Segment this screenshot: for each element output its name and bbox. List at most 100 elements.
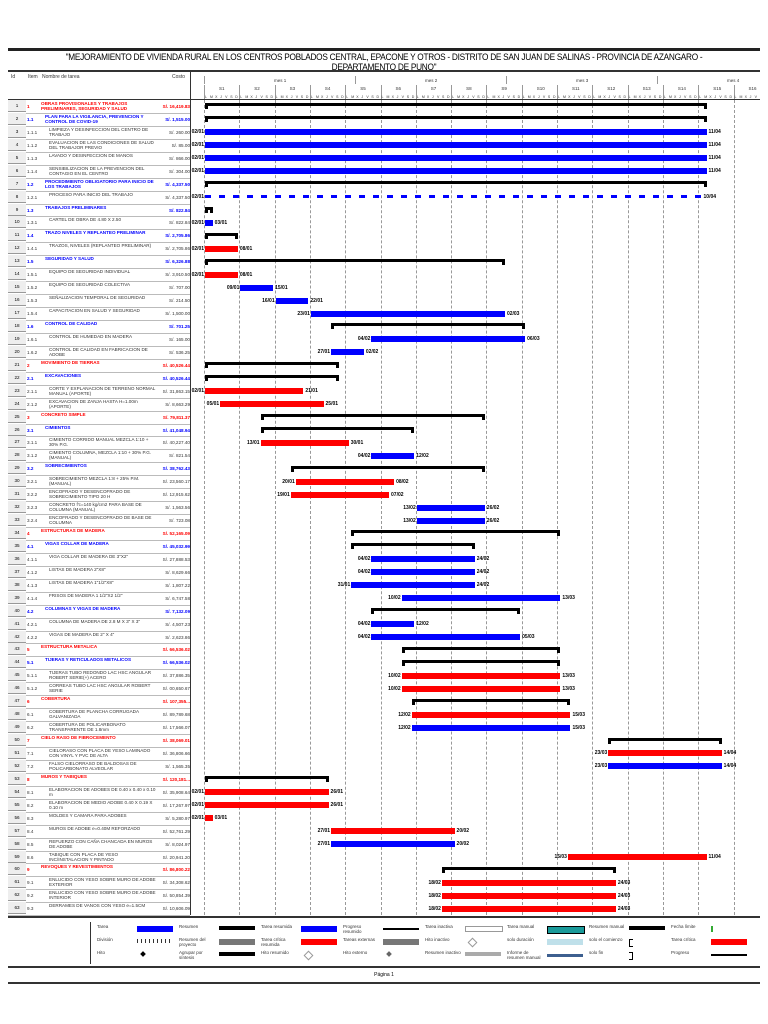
task-id: 46	[8, 682, 26, 695]
critical-task-bar[interactable]	[205, 815, 213, 822]
row-divider	[8, 164, 190, 166]
summary-bar[interactable]	[290, 465, 485, 472]
day-label: L	[275, 95, 278, 99]
summary-bar[interactable]	[205, 103, 708, 110]
task-bar[interactable]	[371, 634, 521, 640]
day-label: S	[689, 95, 692, 99]
critical-task-bar[interactable]	[205, 388, 304, 395]
critical-task-bar[interactable]	[411, 711, 571, 718]
task-cost: S/. 35,908.64	[162, 789, 190, 795]
task-bar[interactable]	[331, 841, 455, 848]
summary-bar[interactable]	[205, 206, 213, 213]
summary-bar[interactable]	[608, 737, 723, 744]
row-divider	[8, 863, 190, 865]
summary-bar[interactable]	[205, 258, 505, 265]
row-divider	[8, 294, 190, 296]
summary-bar[interactable]	[411, 698, 571, 705]
summary-bar[interactable]	[371, 608, 521, 615]
task-bar[interactable]	[205, 155, 707, 162]
critical-task-bar[interactable]	[441, 892, 616, 899]
week-divider	[627, 85, 629, 99]
critical-task-bar[interactable]	[441, 905, 616, 912]
summary-bar[interactable]	[205, 116, 708, 123]
summary-bar[interactable]	[331, 323, 526, 330]
critical-task-bar[interactable]	[205, 789, 329, 796]
task-bar[interactable]	[371, 556, 475, 563]
row-divider	[8, 475, 190, 477]
task-bar[interactable]	[205, 168, 707, 175]
task-bar[interactable]	[371, 452, 415, 459]
task-bar[interactable]	[608, 763, 722, 770]
day-label: X	[426, 95, 430, 99]
task-bar[interactable]	[205, 142, 707, 149]
critical-task-bar[interactable]	[567, 853, 707, 860]
legend-item: Hito resumido	[261, 950, 341, 962]
critical-task-bar[interactable]	[295, 478, 395, 485]
summary-bar[interactable]	[205, 776, 330, 783]
task-name: ENLUCIDO CON YESO SOBRE MURO DE ADOBE EX…	[49, 877, 156, 888]
summary-bar[interactable]	[205, 181, 708, 188]
task-cost: S/. 86,800.22	[162, 867, 190, 873]
legend-label: Hito externo	[343, 950, 368, 955]
task-bar[interactable]	[416, 517, 485, 524]
critical-task-bar[interactable]	[401, 672, 561, 679]
task-item: 4.1	[27, 543, 34, 549]
critical-task-bar[interactable]	[205, 271, 238, 278]
week-divider	[733, 85, 735, 99]
task-bar[interactable]	[401, 595, 561, 602]
task-bar[interactable]	[371, 621, 415, 628]
task-bar[interactable]	[351, 582, 475, 589]
task-bar[interactable]	[310, 310, 505, 317]
summary-bar[interactable]	[260, 414, 486, 421]
summary-bar[interactable]	[260, 426, 415, 433]
task-id: 58	[8, 837, 26, 850]
critical-task-bar[interactable]	[441, 879, 616, 886]
task-row: 2 1.1 PLAN PARA LA VIGILANCIA, PREVENCION …	[8, 112, 190, 126]
task-name: FRISOS DE MADERA 1 1/2"X2 1/2"	[49, 592, 123, 598]
task-bar[interactable]	[411, 724, 571, 731]
day-label: V	[366, 95, 369, 99]
task-bar[interactable]	[331, 349, 364, 356]
summary-bar[interactable]	[441, 866, 616, 873]
task-row: 15 1.5.2 EQUIPO DE SEGURIDAD COLECTIVA S/. …	[8, 281, 190, 294]
summary-bar[interactable]	[205, 232, 238, 239]
task-bar[interactable]	[205, 219, 213, 226]
task-bar[interactable]	[275, 297, 309, 304]
critical-task-bar[interactable]	[205, 802, 329, 809]
split-task-bar[interactable]	[205, 195, 702, 199]
finish-date-label: 11/04	[708, 853, 721, 860]
legend-swatch-diamond-outline	[303, 950, 314, 961]
summary-bar[interactable]	[205, 375, 339, 382]
finish-date-label: 08/01	[239, 245, 253, 252]
day-label: D	[588, 95, 591, 99]
day-label: D	[376, 95, 379, 99]
critical-task-bar[interactable]	[260, 439, 349, 446]
legend-item: Resumen manual	[589, 924, 669, 936]
legend-label: Hito resumido	[261, 950, 289, 955]
critical-task-bar[interactable]	[290, 491, 390, 498]
finish-date-label: 20/02	[456, 841, 470, 848]
day-label: L	[416, 95, 419, 99]
finish-date-label: 25/01	[325, 401, 339, 408]
summary-bar[interactable]	[205, 362, 339, 369]
task-bar[interactable]	[371, 336, 526, 343]
summary-bar[interactable]	[401, 646, 561, 653]
finish-date-label: 12/02	[416, 452, 429, 459]
critical-task-bar[interactable]	[220, 401, 324, 408]
task-bar[interactable]	[371, 569, 475, 576]
critical-task-bar[interactable]	[205, 245, 238, 252]
summary-bar[interactable]	[351, 530, 561, 537]
critical-task-bar[interactable]	[401, 685, 561, 692]
summary-bar[interactable]	[401, 659, 561, 666]
critical-task-bar[interactable]	[331, 828, 455, 835]
task-bar[interactable]	[240, 284, 274, 291]
day-label: J	[749, 95, 752, 99]
month-divider	[204, 76, 205, 84]
week-divider	[662, 85, 664, 99]
summary-bar[interactable]	[351, 543, 476, 550]
week-gridline	[627, 100, 629, 915]
task-bar[interactable]	[416, 504, 485, 511]
task-bar[interactable]	[205, 129, 707, 136]
critical-task-bar[interactable]	[608, 750, 722, 757]
task-id: 59	[8, 850, 26, 863]
